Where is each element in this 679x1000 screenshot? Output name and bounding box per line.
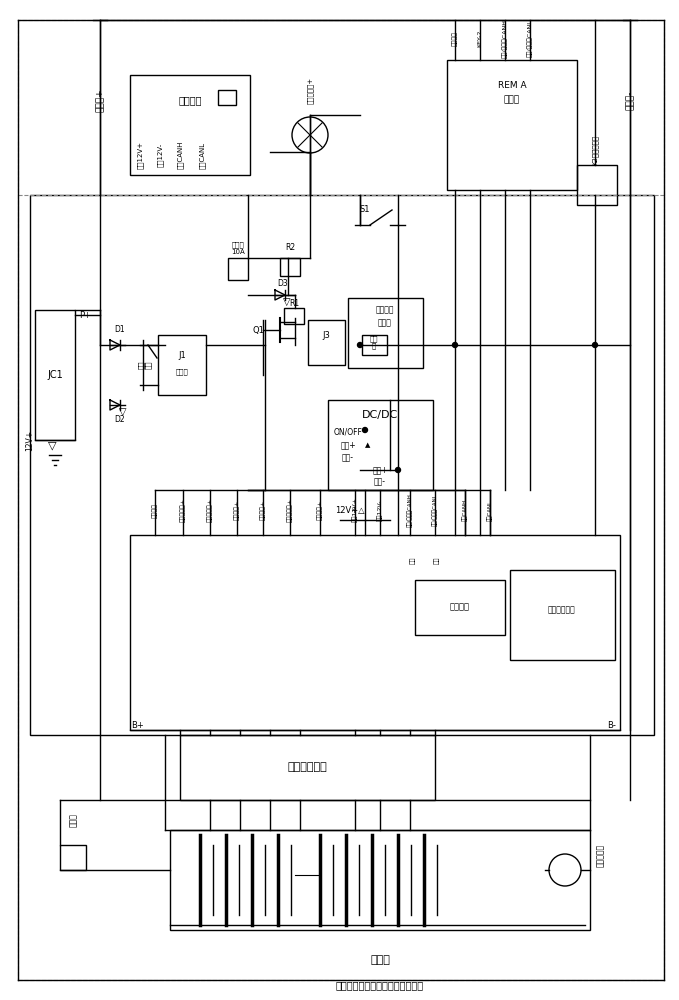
Text: KEY-2: KEY-2 bbox=[477, 29, 483, 47]
Text: ▲: ▲ bbox=[365, 442, 371, 448]
Circle shape bbox=[358, 342, 363, 348]
Bar bbox=[218, 90, 236, 105]
Text: 主继
电器: 主继 电器 bbox=[138, 361, 152, 369]
Bar bbox=[510, 570, 615, 660]
Text: 继电
器: 继电 器 bbox=[370, 335, 378, 349]
Text: 继电器: 继电器 bbox=[176, 369, 188, 375]
Text: 整车/充电机CANH: 整车/充电机CANH bbox=[502, 18, 508, 57]
Bar bbox=[228, 258, 248, 280]
Text: ▽: ▽ bbox=[48, 440, 56, 450]
Bar bbox=[170, 830, 590, 930]
Text: 输出+: 输出+ bbox=[372, 466, 388, 475]
Text: 整车/充电机CANL: 整车/充电机CANL bbox=[527, 19, 533, 57]
Text: 状态识别: 状态识别 bbox=[452, 30, 458, 45]
Bar bbox=[415, 580, 505, 635]
Text: 霍尔传感器: 霍尔传感器 bbox=[595, 843, 604, 867]
Text: P+: P+ bbox=[79, 310, 91, 320]
Text: 供电控制+: 供电控制+ bbox=[317, 500, 323, 520]
Text: K2自复位开关: K2自复位开关 bbox=[591, 135, 598, 165]
Text: ▽: ▽ bbox=[283, 297, 291, 307]
Bar bbox=[308, 320, 345, 365]
Bar bbox=[328, 400, 433, 490]
Bar bbox=[180, 735, 435, 800]
Bar bbox=[362, 335, 387, 355]
Text: 输入+: 输入+ bbox=[340, 440, 356, 450]
Text: ON/OFF: ON/OFF bbox=[333, 428, 363, 436]
Text: S1: S1 bbox=[360, 206, 370, 215]
Text: 泄压绝缘采集: 泄压绝缘采集 bbox=[548, 605, 576, 614]
Text: 电源12V-: 电源12V- bbox=[378, 499, 383, 521]
Text: 电池组: 电池组 bbox=[370, 955, 390, 965]
Text: 充放电+: 充放电+ bbox=[96, 88, 105, 112]
Text: 电源12V+: 电源12V+ bbox=[136, 141, 143, 169]
Text: 放电正驱动+: 放电正驱动+ bbox=[180, 498, 186, 522]
Text: 指示灯控制+: 指示灯控制+ bbox=[207, 498, 213, 522]
Bar bbox=[130, 75, 250, 175]
Text: JC1: JC1 bbox=[47, 370, 63, 380]
Bar bbox=[35, 310, 75, 440]
Bar bbox=[348, 298, 423, 368]
Text: DC/DC: DC/DC bbox=[362, 410, 398, 420]
Text: 调试CANL: 调试CANL bbox=[199, 141, 205, 169]
Text: 调试接口: 调试接口 bbox=[179, 95, 202, 105]
Text: Q1: Q1 bbox=[252, 326, 264, 334]
Text: 12V+: 12V+ bbox=[26, 429, 35, 451]
Text: ▽: ▽ bbox=[120, 407, 127, 417]
Bar bbox=[577, 165, 617, 205]
Text: D2: D2 bbox=[115, 416, 126, 424]
Text: B-: B- bbox=[608, 720, 617, 730]
Text: 12V+△: 12V+△ bbox=[335, 506, 365, 514]
Text: 状态识别: 状态识别 bbox=[152, 502, 158, 518]
Text: 加热驱动+: 加热驱动+ bbox=[234, 500, 240, 520]
Text: J1: J1 bbox=[178, 351, 186, 360]
Text: B+: B+ bbox=[132, 720, 145, 730]
Circle shape bbox=[452, 342, 458, 348]
Text: 接插件: 接插件 bbox=[504, 96, 520, 104]
Text: 锁锁: 锁锁 bbox=[434, 556, 440, 564]
Text: 继电器: 继电器 bbox=[378, 318, 392, 328]
Text: 输入-: 输入- bbox=[342, 454, 354, 462]
Bar bbox=[60, 845, 86, 870]
Text: 风扇驱动+: 风扇驱动+ bbox=[260, 500, 265, 520]
Text: R2: R2 bbox=[285, 243, 295, 252]
Text: 充放电-: 充放电- bbox=[625, 90, 634, 110]
Text: 电源12V+: 电源12V+ bbox=[352, 498, 358, 522]
Text: 指示灯控制+: 指示灯控制+ bbox=[307, 76, 313, 104]
Circle shape bbox=[395, 468, 401, 473]
Text: 保险丝: 保险丝 bbox=[69, 813, 77, 827]
Text: 供电控制: 供电控制 bbox=[375, 306, 394, 314]
Text: 电压温度采集: 电压温度采集 bbox=[287, 762, 327, 772]
Circle shape bbox=[363, 428, 367, 432]
Text: 电源12V-: 电源12V- bbox=[157, 143, 164, 167]
Text: REM A: REM A bbox=[498, 81, 526, 90]
Text: 保险丝
10A: 保险丝 10A bbox=[231, 241, 245, 255]
Bar bbox=[280, 258, 300, 276]
Text: D1: D1 bbox=[115, 326, 126, 334]
Text: 调试CANH: 调试CANH bbox=[462, 499, 468, 521]
Bar bbox=[30, 195, 654, 735]
Text: 锁锁: 锁锁 bbox=[410, 556, 416, 564]
Text: R1: R1 bbox=[289, 298, 299, 308]
Text: 整车/充电机CANH: 整车/充电机CANH bbox=[407, 493, 413, 527]
Text: 电池包控制电路及电池包控制系统: 电池包控制电路及电池包控制系统 bbox=[336, 980, 424, 990]
Text: 电流采集: 电流采集 bbox=[450, 602, 470, 611]
Text: 输出-: 输出- bbox=[374, 478, 386, 487]
Bar bbox=[158, 335, 206, 395]
Bar bbox=[284, 308, 304, 324]
Bar bbox=[447, 60, 577, 190]
Text: D3: D3 bbox=[278, 278, 289, 288]
Text: J3: J3 bbox=[322, 330, 330, 340]
Bar bbox=[130, 535, 620, 730]
Text: 蜂鸣器控制+: 蜂鸣器控制+ bbox=[287, 498, 293, 522]
Circle shape bbox=[593, 342, 598, 348]
Text: 调试CANH: 调试CANH bbox=[177, 141, 183, 169]
Text: 整车/充电机CANL: 整车/充电机CANL bbox=[433, 494, 438, 526]
Text: 调试CANL: 调试CANL bbox=[488, 499, 493, 521]
